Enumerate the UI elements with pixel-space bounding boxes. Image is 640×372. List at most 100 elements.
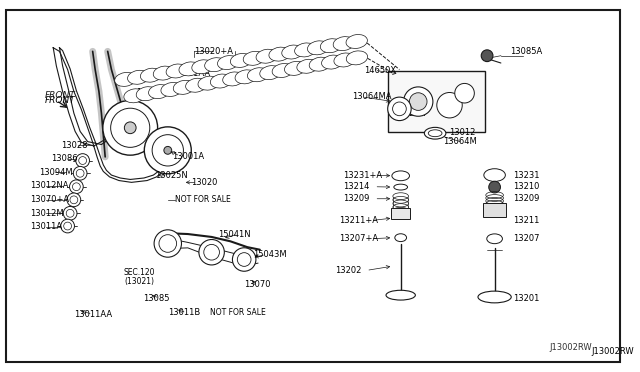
Ellipse shape — [334, 53, 355, 67]
Circle shape — [67, 193, 81, 207]
Ellipse shape — [166, 64, 188, 78]
Circle shape — [63, 206, 77, 220]
Text: 13024A: 13024A — [393, 109, 426, 118]
Ellipse shape — [140, 68, 162, 82]
Circle shape — [103, 100, 157, 155]
Ellipse shape — [309, 57, 330, 71]
Ellipse shape — [205, 58, 226, 72]
Circle shape — [152, 135, 184, 166]
Circle shape — [232, 248, 256, 271]
Ellipse shape — [272, 64, 294, 77]
Circle shape — [481, 50, 493, 62]
Ellipse shape — [346, 51, 367, 65]
Text: 13064M: 13064M — [444, 137, 477, 146]
FancyBboxPatch shape — [483, 203, 506, 217]
Ellipse shape — [395, 234, 406, 241]
Text: 13070: 13070 — [244, 280, 271, 289]
Circle shape — [489, 181, 500, 193]
Ellipse shape — [307, 41, 329, 55]
Circle shape — [455, 83, 474, 103]
Text: 13064MA: 13064MA — [352, 92, 391, 101]
Ellipse shape — [179, 62, 200, 76]
Ellipse shape — [294, 43, 316, 57]
Text: 13012: 13012 — [449, 128, 476, 137]
Text: 13012M: 13012M — [30, 209, 63, 218]
Circle shape — [66, 209, 74, 217]
Text: 15043M: 15043M — [253, 250, 287, 259]
Text: 13011A: 13011A — [30, 222, 62, 231]
Text: 13211: 13211 — [513, 216, 540, 225]
Circle shape — [164, 147, 172, 154]
Ellipse shape — [321, 55, 343, 69]
Text: 13231+A: 13231+A — [343, 171, 382, 180]
Ellipse shape — [386, 290, 415, 300]
Circle shape — [437, 93, 462, 118]
Ellipse shape — [321, 39, 342, 53]
Circle shape — [388, 97, 411, 121]
Ellipse shape — [392, 171, 410, 181]
Text: 13001A: 13001A — [172, 152, 204, 161]
Text: 13094M: 13094M — [39, 168, 72, 177]
Circle shape — [70, 180, 83, 193]
Circle shape — [111, 108, 150, 147]
Circle shape — [61, 219, 74, 233]
Text: 13012NA: 13012NA — [30, 182, 68, 190]
Text: 13025NA: 13025NA — [136, 88, 175, 97]
Text: FRONT: FRONT — [45, 91, 76, 100]
Circle shape — [392, 102, 406, 116]
Ellipse shape — [124, 89, 145, 103]
Circle shape — [72, 183, 80, 190]
Circle shape — [199, 240, 225, 265]
Ellipse shape — [153, 66, 175, 80]
Text: 13085A: 13085A — [510, 47, 543, 56]
Circle shape — [74, 166, 87, 180]
Text: 13201: 13201 — [513, 294, 540, 302]
Text: 13214: 13214 — [343, 182, 369, 191]
Text: 13028: 13028 — [61, 141, 88, 150]
Ellipse shape — [173, 80, 195, 94]
Text: FRONT: FRONT — [45, 96, 76, 105]
Text: 15041N: 15041N — [218, 230, 250, 238]
Ellipse shape — [127, 70, 149, 84]
Circle shape — [64, 222, 72, 230]
Text: 13025N: 13025N — [156, 171, 188, 180]
Text: 14650X: 14650X — [364, 66, 397, 75]
Ellipse shape — [297, 59, 318, 73]
Circle shape — [410, 93, 427, 110]
Text: 13202: 13202 — [335, 266, 362, 275]
Ellipse shape — [484, 169, 506, 182]
Text: 13211+A: 13211+A — [339, 216, 378, 225]
Ellipse shape — [256, 49, 277, 63]
Ellipse shape — [148, 84, 170, 99]
Text: 13209: 13209 — [513, 194, 540, 203]
Ellipse shape — [235, 70, 257, 84]
Circle shape — [159, 235, 177, 252]
Ellipse shape — [424, 127, 446, 139]
Ellipse shape — [428, 130, 442, 137]
Circle shape — [154, 230, 182, 257]
Text: NOT FOR SALE: NOT FOR SALE — [210, 308, 266, 317]
Ellipse shape — [223, 72, 244, 86]
Ellipse shape — [230, 54, 252, 67]
Text: 13209: 13209 — [343, 194, 369, 203]
Ellipse shape — [333, 36, 355, 51]
Circle shape — [79, 157, 86, 164]
Circle shape — [204, 244, 220, 260]
Text: 13001AA: 13001AA — [172, 69, 211, 78]
Text: 13020: 13020 — [191, 178, 218, 187]
Ellipse shape — [136, 87, 157, 101]
Text: 13207+A: 13207+A — [339, 234, 378, 243]
Text: 13011AA: 13011AA — [74, 310, 112, 318]
Ellipse shape — [269, 47, 291, 61]
Ellipse shape — [186, 78, 207, 92]
Ellipse shape — [243, 51, 264, 65]
Ellipse shape — [260, 65, 281, 80]
Text: 13070+A: 13070+A — [30, 195, 69, 204]
Text: NOT FOR SALE: NOT FOR SALE — [175, 195, 231, 204]
Circle shape — [76, 169, 84, 177]
Ellipse shape — [248, 68, 269, 82]
Text: 13086: 13086 — [51, 154, 78, 163]
Text: 13210: 13210 — [513, 182, 540, 191]
Ellipse shape — [394, 184, 408, 190]
Text: 13020+A: 13020+A — [194, 47, 233, 56]
